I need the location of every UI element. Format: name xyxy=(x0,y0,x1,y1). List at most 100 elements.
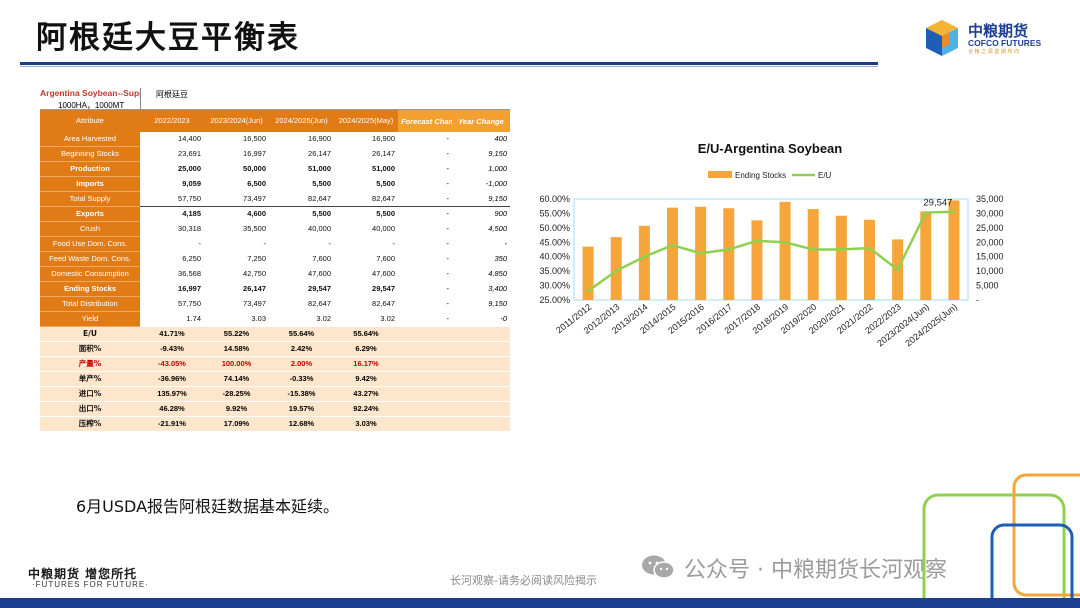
row-value: 82,647 xyxy=(334,191,398,207)
ending-stocks-bar xyxy=(638,225,650,300)
row-value: 6,250 xyxy=(140,251,204,267)
row-attribute: Imports xyxy=(40,176,140,192)
row-year-change: -1,000 xyxy=(452,176,510,192)
right-tick-label: 15,000 xyxy=(976,252,1004,262)
header-cell: 2022/2023 xyxy=(140,110,204,132)
row-value: - xyxy=(269,236,334,252)
row-value: 4,185 xyxy=(140,206,204,222)
eu-point xyxy=(671,243,674,247)
left-tick-label: 30.00% xyxy=(539,281,570,291)
row-value: 30,318 xyxy=(140,221,204,237)
eu-point xyxy=(952,210,956,214)
right-tick-label: 20,000 xyxy=(976,237,1004,247)
wechat-text: 公众号 · 中粮期货长河观察 xyxy=(684,558,947,583)
pct-value: 16.17% xyxy=(334,356,398,372)
row-value: 26,147 xyxy=(269,146,334,162)
legend-label: E/U xyxy=(818,171,832,180)
row-year-change: 4,500 xyxy=(452,221,510,237)
pct-value: 74.14% xyxy=(204,371,269,387)
left-tick-label: 50.00% xyxy=(539,223,570,233)
pct-value: 12.68% xyxy=(269,416,334,432)
ending-stocks-bar xyxy=(667,207,678,300)
row-forecast-change: - xyxy=(398,146,452,162)
row-attribute: Yield xyxy=(40,311,140,327)
pct-row: 出口% 46.28% 9.92% 19.57% 92.24% xyxy=(40,401,510,417)
pct-row: 产量% -43.05% 100.00% 2.00% 16.17% xyxy=(40,356,510,372)
row-value: 73,497 xyxy=(204,296,269,312)
header-divider xyxy=(140,88,141,110)
pct-blank xyxy=(452,386,510,402)
logo-cn: 中粮期货 xyxy=(968,22,1029,40)
pct-row: 压榨% -21.91% 17.09% 12.68% 3.03% xyxy=(40,416,510,432)
ending-stocks-bar xyxy=(751,220,763,300)
header-cell: 2023/2024(Jun) xyxy=(204,110,269,132)
pct-value: 46.28% xyxy=(140,401,204,417)
wechat-watermark: 公众号 · 中粮期货长河观察 xyxy=(640,552,1040,583)
wechat-icon xyxy=(642,555,675,579)
table-row: Total Distribution 57,750 73,497 82,647 82,6… xyxy=(40,296,510,312)
table-row: Production 25,000 50,000 51,000 51,000-1,000 xyxy=(40,161,510,177)
row-value: 5,500 xyxy=(269,206,334,222)
pct-blank xyxy=(398,386,452,402)
row-attribute: Crush xyxy=(40,221,140,237)
row-forecast-change: - xyxy=(398,161,452,177)
pct-blank xyxy=(452,356,510,372)
pct-attribute: 产量% xyxy=(40,356,140,372)
eu-point xyxy=(755,239,759,243)
header-cell: Year Change xyxy=(452,110,510,132)
balance-grid: Attribute 2022/2023 2023/2024(Jun) 2024/202… xyxy=(40,110,510,432)
data-label: 29,547 xyxy=(923,198,952,209)
pct-blank xyxy=(398,416,452,432)
eu-line xyxy=(587,210,954,293)
row-value: 5,500 xyxy=(269,176,334,192)
row-year-change: 350 xyxy=(452,251,510,267)
row-value: 7,600 xyxy=(269,251,334,267)
pct-value: 19.57% xyxy=(269,401,334,417)
row-value: 6,500 xyxy=(204,176,269,192)
row-value: 47,600 xyxy=(269,266,334,282)
row-value: 14,400 xyxy=(140,132,204,147)
pct-row: E/U 41.71% 55.22% 55.64% 55.64% xyxy=(40,326,510,342)
left-tick-label: 55.00% xyxy=(539,208,570,218)
row-value: 29,547 xyxy=(334,281,398,297)
left-tick-label: 25.00% xyxy=(539,295,570,305)
left-tick-label: 60.00% xyxy=(539,194,570,204)
row-year-change: 3,400 xyxy=(452,281,510,297)
row-value: 50,000 xyxy=(204,161,269,177)
row-year-change: 9,150 xyxy=(452,296,510,312)
ending-stocks-bar xyxy=(779,201,791,300)
row-value: - xyxy=(334,236,398,252)
pct-blank xyxy=(452,416,510,432)
plot-frame xyxy=(573,198,969,301)
table-row: Food Use Dom. Cons. - - - - - - xyxy=(40,236,510,252)
pct-value: 55.64% xyxy=(334,326,398,342)
row-forecast-change: - xyxy=(398,266,452,282)
row-value: 40,000 xyxy=(334,221,398,237)
table-row: Feed Waste Dom. Cons. 6,250 7,250 7,600 7,60… xyxy=(40,251,510,267)
pct-value: -0.33% xyxy=(269,371,334,387)
header-cell: Forecast Change xyxy=(398,110,452,132)
page-title: 阿根廷大豆平衡表 xyxy=(36,20,300,56)
left-tick-label: 35.00% xyxy=(539,266,570,276)
header-cell: Attribute xyxy=(40,110,140,132)
row-attribute: Domestic Consumption xyxy=(40,266,140,282)
pct-value: 100.00% xyxy=(204,356,269,372)
header-line xyxy=(40,109,510,110)
footer-brand-en: ·FUTURES FOR FUTURE· xyxy=(32,580,149,589)
pct-value: 3.03% xyxy=(334,416,398,432)
category-tick-label: 2024/2025(Jun) xyxy=(903,302,959,349)
table-row: Imports 9,059 6,500 5,500 5,500- -1,000 xyxy=(40,176,510,192)
row-attribute: Production xyxy=(40,161,140,177)
row-value: 51,000 xyxy=(334,161,398,177)
row-year-change: 1,000 xyxy=(452,161,510,177)
pct-attribute: 压榨% xyxy=(40,416,140,432)
pct-blank xyxy=(452,401,510,417)
eu-point xyxy=(642,255,646,259)
table-row: Beginning Stocks 23,691 16,997 26,147 26,147… xyxy=(40,146,510,162)
footer-disclaimer: 长河观察-请务必阅读风险揭示 xyxy=(450,574,597,587)
row-value: 4,600 xyxy=(204,206,269,222)
row-value: 25,000 xyxy=(140,161,204,177)
row-value: 57,750 xyxy=(140,296,204,312)
logo-sub: 合 粮 之 源 鉴 期 所 向 xyxy=(968,49,1020,55)
pct-attribute: 进口% xyxy=(40,386,140,402)
